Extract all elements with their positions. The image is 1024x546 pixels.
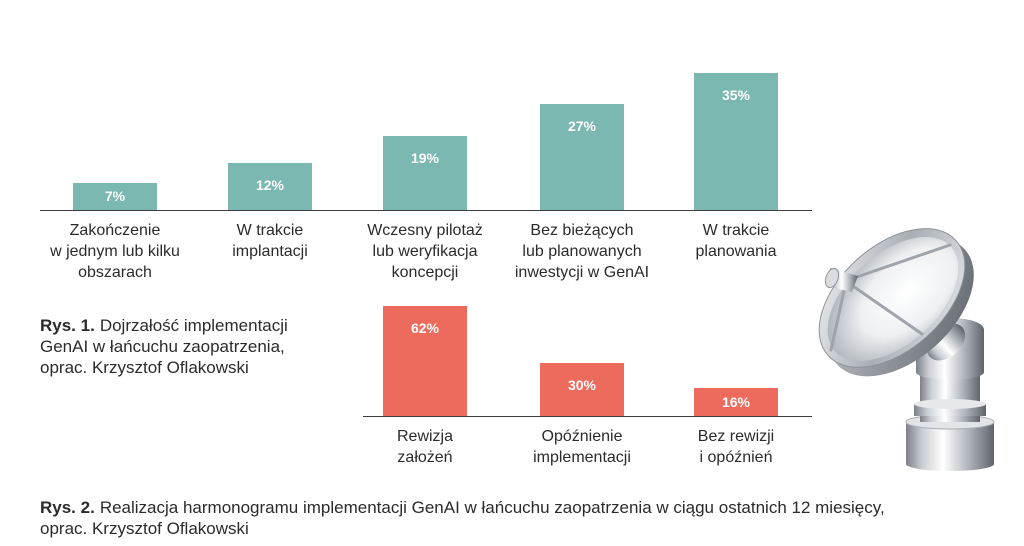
chart-1-data-label-2: 12% (255, 176, 285, 193)
chart-1-data-label-4: 27% (567, 118, 597, 135)
figure-2-caption: Rys. 2. Realizacja harmonogramu implement… (40, 497, 885, 539)
chart-2-bar-1 (383, 306, 467, 416)
chart-1-data-label-3: 19% (410, 149, 440, 166)
chart-2-baseline (363, 415, 812, 417)
figure-1-label: Rys. 1. (40, 316, 95, 335)
chart-1-category-label-5: W trakcie planowania (695, 222, 777, 260)
chart-1-category-label-2: W trakcie implantacji (232, 222, 308, 260)
feed-struts (829, 243, 952, 352)
feed-horn (824, 267, 858, 292)
pedestal (905, 318, 995, 471)
chart-2-data-label-3: 16% (721, 393, 751, 410)
chart-1-bar-3 (383, 135, 467, 210)
figure-2-caption-text: Realizacja harmonogramu implementacji Ge… (40, 498, 885, 538)
chart-2-category-label-3: Bez rewizji i opóźnień (697, 428, 775, 466)
chart-2-data-label-1: 62% (410, 320, 440, 337)
chart-2-category-label-1: Rewizja założeń (396, 428, 453, 466)
chart-1-category-label-1: Zakończenie w jednym lub kilku obszarach (50, 222, 180, 281)
chart-2-category-label-2: Opóźnienie implementacji (533, 428, 631, 466)
chart-1-baseline (40, 209, 812, 211)
chart-2-data-label-2: 30% (567, 376, 597, 393)
chart-1-bar-2 (228, 162, 312, 210)
chart-1-bar-5 (694, 72, 778, 210)
chart-2-bar-3 (694, 387, 778, 416)
chart-1-category-label-3: Wczesny pilotaż lub weryfikacja koncepcj… (367, 222, 483, 281)
chart-2-bar-2 (540, 362, 624, 416)
figure-1-caption: Rys. 1. Dojrzałość implementacji GenAI w … (40, 315, 288, 378)
dish-reflector (818, 228, 974, 377)
chart-1-category-label-4: Bez bieżących lub planowanych inwestycji… (514, 222, 650, 281)
chart-1-data-label-1: 7% (104, 188, 126, 205)
chart-1-data-label-5: 35% (721, 86, 751, 103)
chart-1-bar-1 (73, 182, 157, 210)
figure-2-label: Rys. 2. (40, 498, 95, 517)
figure-1-caption-text: Dojrzałość implementacji GenAI w łańcuch… (40, 316, 288, 377)
chart-1-bar-4 (540, 104, 624, 210)
satellite-dish-illustration (818, 228, 995, 471)
